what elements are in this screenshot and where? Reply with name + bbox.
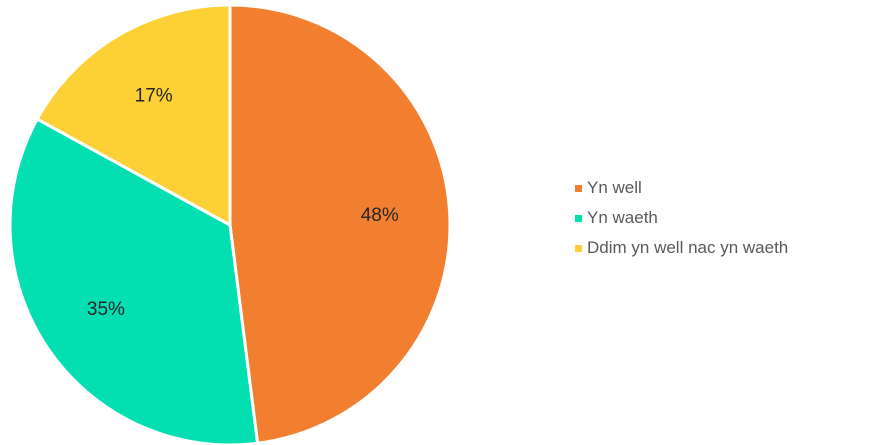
legend-label: Yn well [587, 178, 642, 197]
pie-slice-ddim-yn-well-nac-yn-waeth [35, 3, 232, 228]
pie-slice-yn-well [228, 3, 452, 445]
legend-label: Yn waeth [587, 208, 658, 227]
legend-swatch [575, 184, 582, 192]
legend-label: Ddim yn well nac yn waeth [587, 238, 789, 257]
chart-legend: Yn well Yn waeth Ddim yn well nac yn wae… [575, 173, 788, 263]
pie-value-labels: 48% 35% 17% [87, 85, 399, 319]
pie-slices [8, 3, 452, 445]
pie-chart: 48% 35% 17% [8, 3, 452, 445]
slice-value-label: 48% [361, 205, 399, 226]
legend-swatch [575, 244, 582, 252]
legend-item-yn-well: Yn well [575, 173, 788, 203]
pie-slice-yn-waeth [8, 116, 260, 445]
slice-value-label: 17% [135, 85, 173, 106]
legend-item-yn-waeth: Yn waeth [575, 203, 788, 233]
slice-value-label: 35% [87, 299, 125, 320]
legend-item-ddim-yn-well-nac-yn-waeth: Ddim yn well nac yn waeth [575, 233, 788, 263]
legend-swatch [575, 214, 582, 222]
